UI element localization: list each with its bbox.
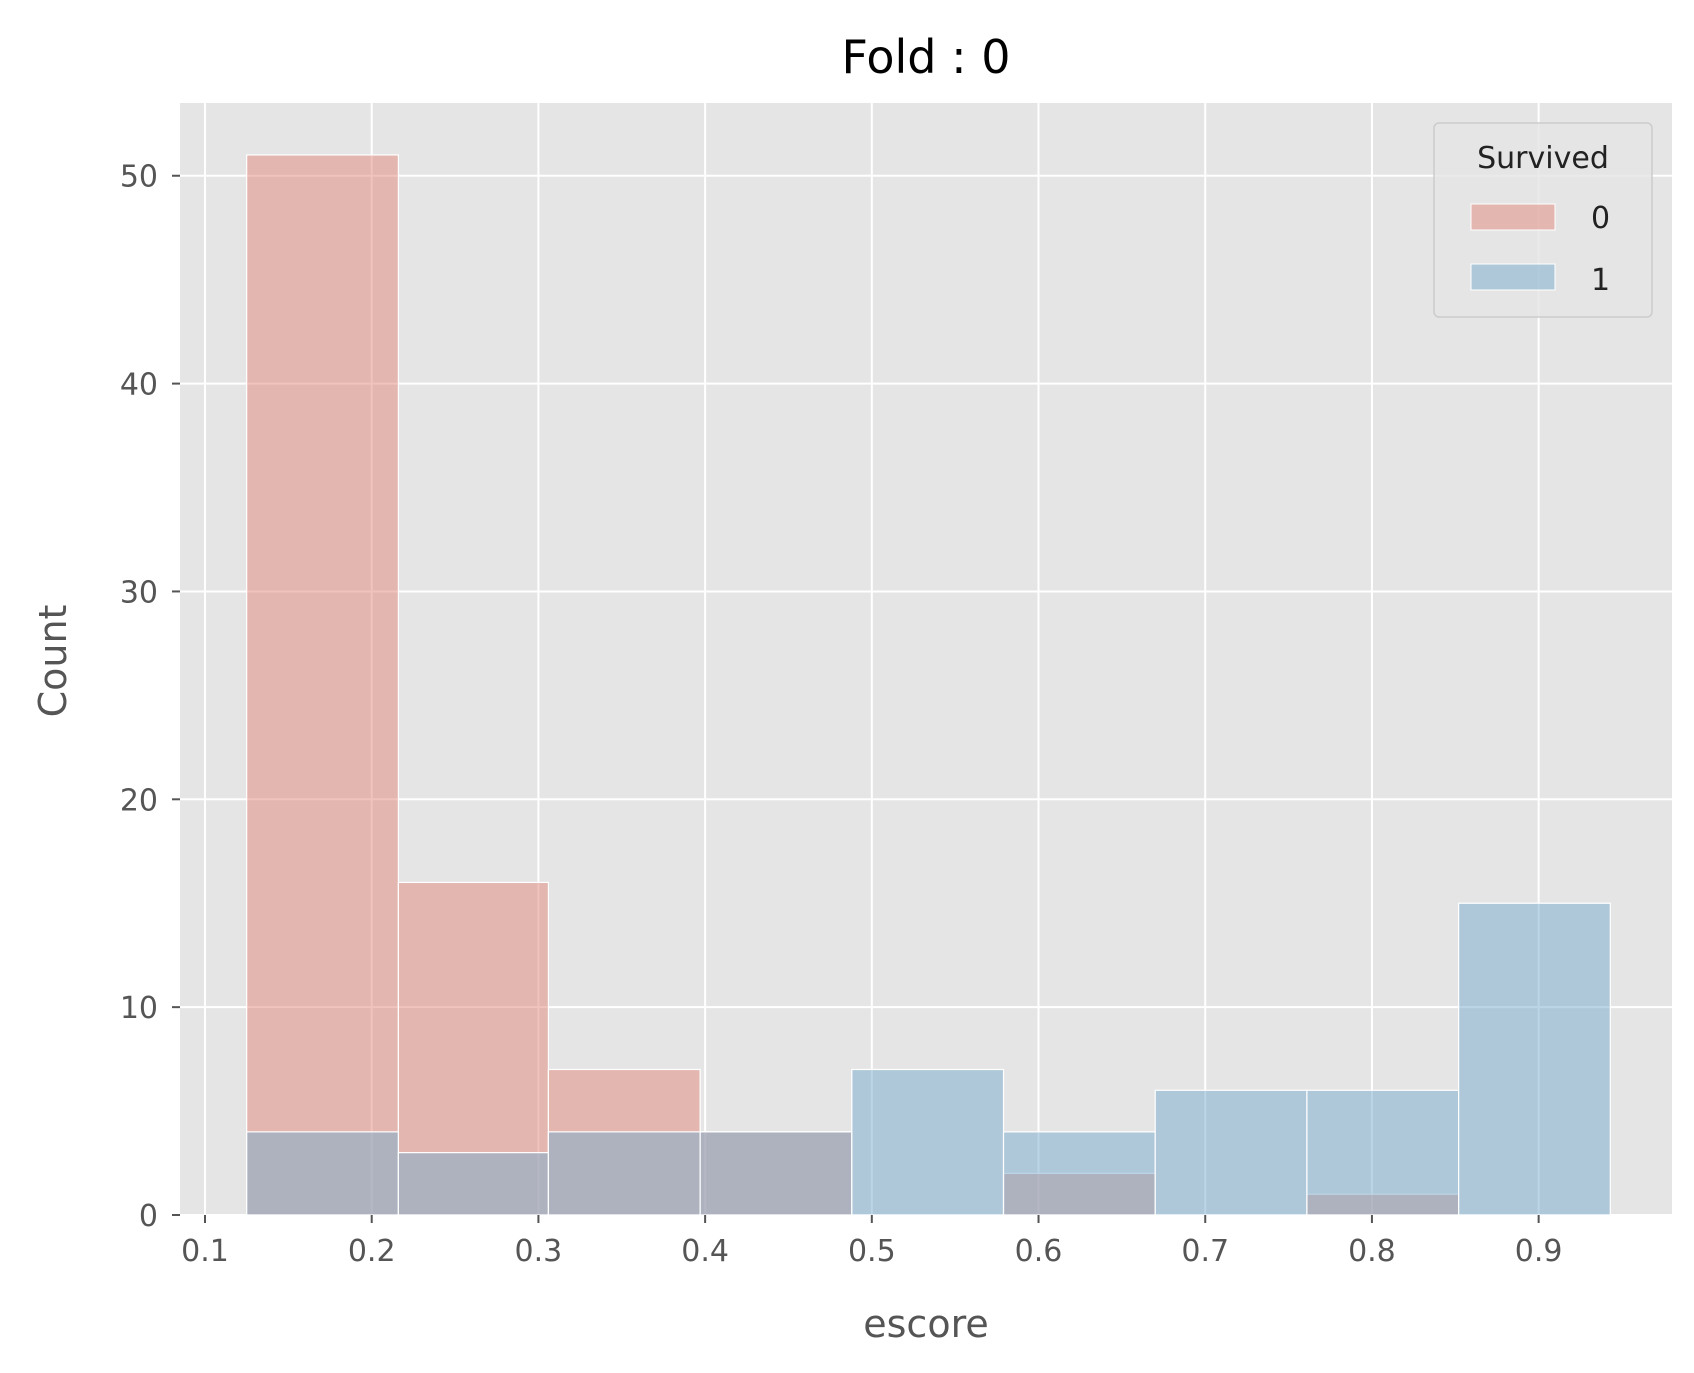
bar-survived-1: [1306, 1089, 1460, 1216]
bar-survived-1: [547, 1131, 701, 1216]
legend-label-survived-0: 0: [1591, 201, 1610, 236]
bar-survived-1: [1154, 1089, 1308, 1216]
legend: Survived 0 1: [1433, 122, 1653, 318]
bar-survived-1: [851, 1068, 1005, 1216]
x-tick-label: 0.4: [681, 1234, 729, 1269]
legend-label-survived-1: 1: [1591, 263, 1610, 298]
x-tick-label: 0.8: [1348, 1234, 1396, 1269]
x-tick-label: 0.3: [515, 1234, 563, 1269]
y-tick-label: 30: [120, 575, 158, 610]
bar-survived-1: [1002, 1131, 1156, 1216]
x-tick-label: 0.1: [181, 1234, 229, 1269]
y-axis-label: Count: [31, 605, 75, 718]
legend-title: Survived: [1477, 141, 1609, 176]
x-tick-label: 0.5: [848, 1234, 896, 1269]
legend-swatch-survived-1: [1470, 263, 1556, 291]
y-tick-label: 0: [139, 1199, 158, 1234]
bar-survived-1: [1458, 902, 1611, 1216]
bar-survived-1: [397, 1152, 550, 1216]
bar-survived-1: [699, 1131, 853, 1216]
axis-ticks: 0.1 0.2 0.3 0.4 0.5 0.6 0.7 0.8 0.9 0 10 20 30 40 50: [120, 160, 1563, 1269]
x-tick-label: 0.2: [348, 1234, 396, 1269]
chart-title: Fold : 0: [842, 30, 1011, 84]
bar-survived-0: [246, 154, 399, 1216]
y-tick-label: 20: [120, 783, 158, 818]
y-tick-label: 10: [120, 991, 158, 1026]
histogram-bars: [246, 154, 1611, 1216]
x-axis-label: escore: [863, 1302, 989, 1346]
x-tick-label: 0.9: [1515, 1234, 1563, 1269]
bar-survived-1: [246, 1131, 399, 1216]
legend-swatch-survived-0: [1470, 203, 1556, 231]
x-tick-label: 0.7: [1181, 1234, 1229, 1269]
y-tick-label: 50: [120, 160, 158, 195]
y-tick-label: 40: [120, 368, 158, 403]
x-tick-label: 0.6: [1015, 1234, 1063, 1269]
